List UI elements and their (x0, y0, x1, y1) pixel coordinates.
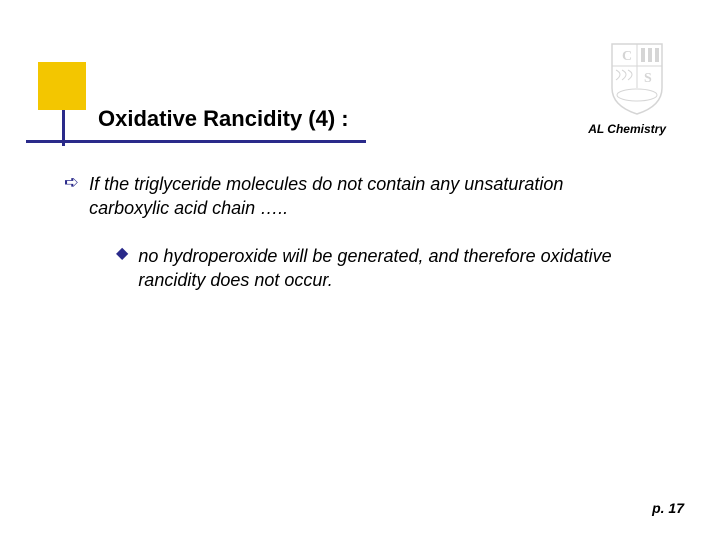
bullet-main: ➪ If the triglyceride molecules do not c… (64, 172, 624, 221)
diamond-icon: ◆ (116, 244, 128, 265)
arrow-right-icon: ➪ (64, 172, 79, 194)
page-number: p. 17 (652, 500, 684, 516)
bullet-main-text: If the triglyceride molecules do not con… (89, 172, 624, 221)
title-underline (26, 140, 366, 143)
svg-text:C: C (622, 49, 632, 64)
title-vertical-line (62, 110, 65, 146)
accent-square (38, 62, 86, 110)
bullet-sub-text: no hydroperoxide will be generated, and … (138, 244, 656, 293)
school-crest-logo: C S (608, 40, 666, 118)
header-label: AL Chemistry (588, 122, 666, 136)
slide-title: Oxidative Rancidity (4) : (98, 106, 349, 132)
bullet-sub: ◆ no hydroperoxide will be generated, an… (116, 244, 656, 293)
svg-text:S: S (644, 71, 652, 86)
